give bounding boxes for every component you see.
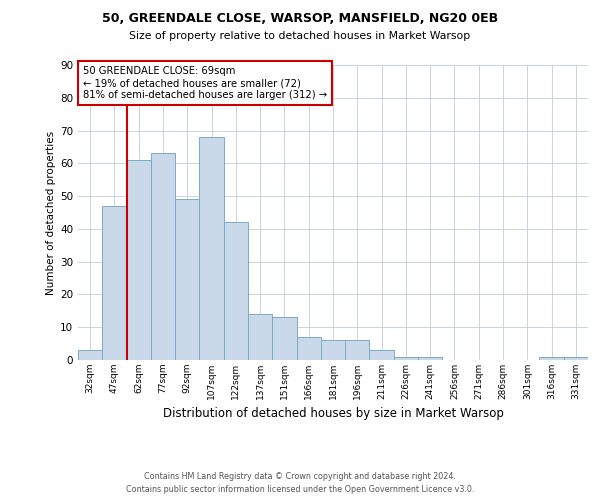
Bar (345, 340, 370, 360)
Bar (370, 350, 394, 360)
Text: Contains HM Land Registry data © Crown copyright and database right 2024.
Contai: Contains HM Land Registry data © Crown c… (126, 472, 474, 494)
Text: Size of property relative to detached houses in Market Warsop: Size of property relative to detached ho… (130, 31, 470, 41)
Bar (539, 356, 564, 360)
Bar (418, 356, 442, 360)
Bar (199, 137, 224, 360)
Bar (296, 337, 321, 360)
Bar (175, 200, 199, 360)
Bar (564, 356, 588, 360)
Text: 50, GREENDALE CLOSE, WARSOP, MANSFIELD, NG20 0EB: 50, GREENDALE CLOSE, WARSOP, MANSFIELD, … (102, 12, 498, 26)
Bar (224, 222, 248, 360)
X-axis label: Distribution of detached houses by size in Market Warsop: Distribution of detached houses by size … (163, 408, 503, 420)
Y-axis label: Number of detached properties: Number of detached properties (46, 130, 56, 294)
Bar (78, 350, 102, 360)
Bar (321, 340, 345, 360)
Bar (272, 318, 296, 360)
Bar (151, 154, 175, 360)
Bar (394, 356, 418, 360)
Bar (127, 160, 151, 360)
Bar (102, 206, 127, 360)
Bar (248, 314, 272, 360)
Text: 50 GREENDALE CLOSE: 69sqm
← 19% of detached houses are smaller (72)
81% of semi-: 50 GREENDALE CLOSE: 69sqm ← 19% of detac… (83, 66, 327, 100)
